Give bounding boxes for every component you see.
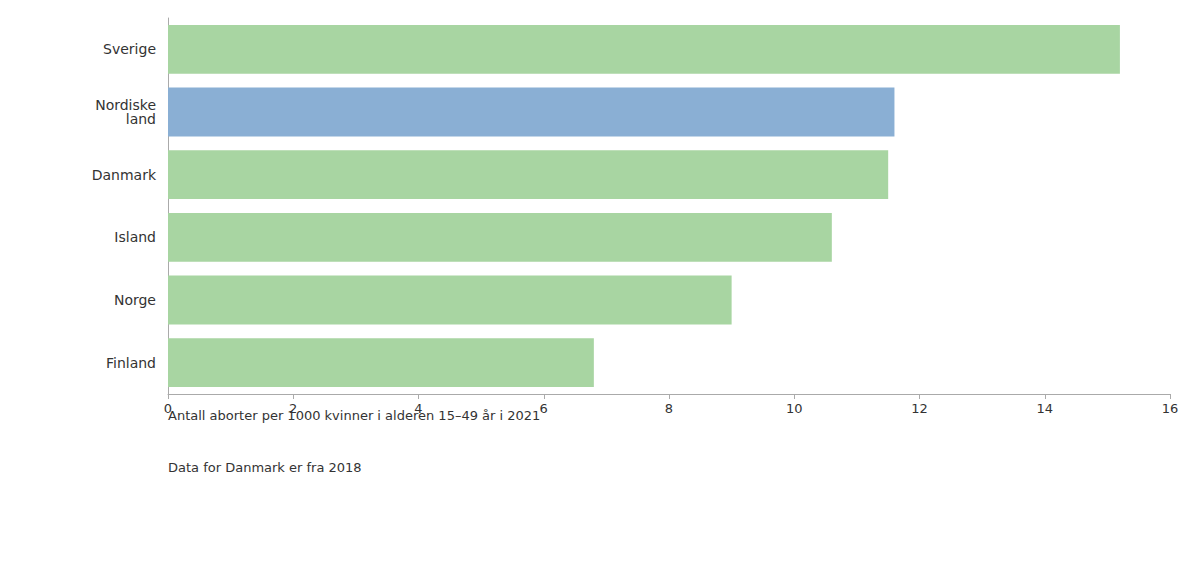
svg-text:Danmark: Danmark <box>92 167 157 183</box>
svg-text:Finland: Finland <box>106 355 156 371</box>
svg-text:Island: Island <box>114 229 156 245</box>
svg-text:land: land <box>117 111 156 127</box>
svg-text:6: 6 <box>540 401 548 416</box>
svg-text:0: 0 <box>164 401 172 416</box>
svg-text:Norge: Norge <box>114 292 156 308</box>
svg-text:12: 12 <box>911 401 928 416</box>
svg-text:Antall aborter per 1000 kvinne: Antall aborter per 1000 kvinner i aldere… <box>168 408 540 423</box>
svg-text:Nordiske: Nordiske <box>95 97 156 113</box>
svg-text:2: 2 <box>289 401 297 416</box>
svg-text:Data for Danmark er fra 2018: Data for Danmark er fra 2018 <box>168 460 362 475</box>
svg-text:14: 14 <box>1036 401 1053 416</box>
svg-text:8: 8 <box>665 401 673 416</box>
svg-text:16: 16 <box>1162 401 1179 416</box>
svg-text:4: 4 <box>414 401 422 416</box>
svg-text:Sverige: Sverige <box>103 41 156 57</box>
svg-text:10: 10 <box>786 401 803 416</box>
